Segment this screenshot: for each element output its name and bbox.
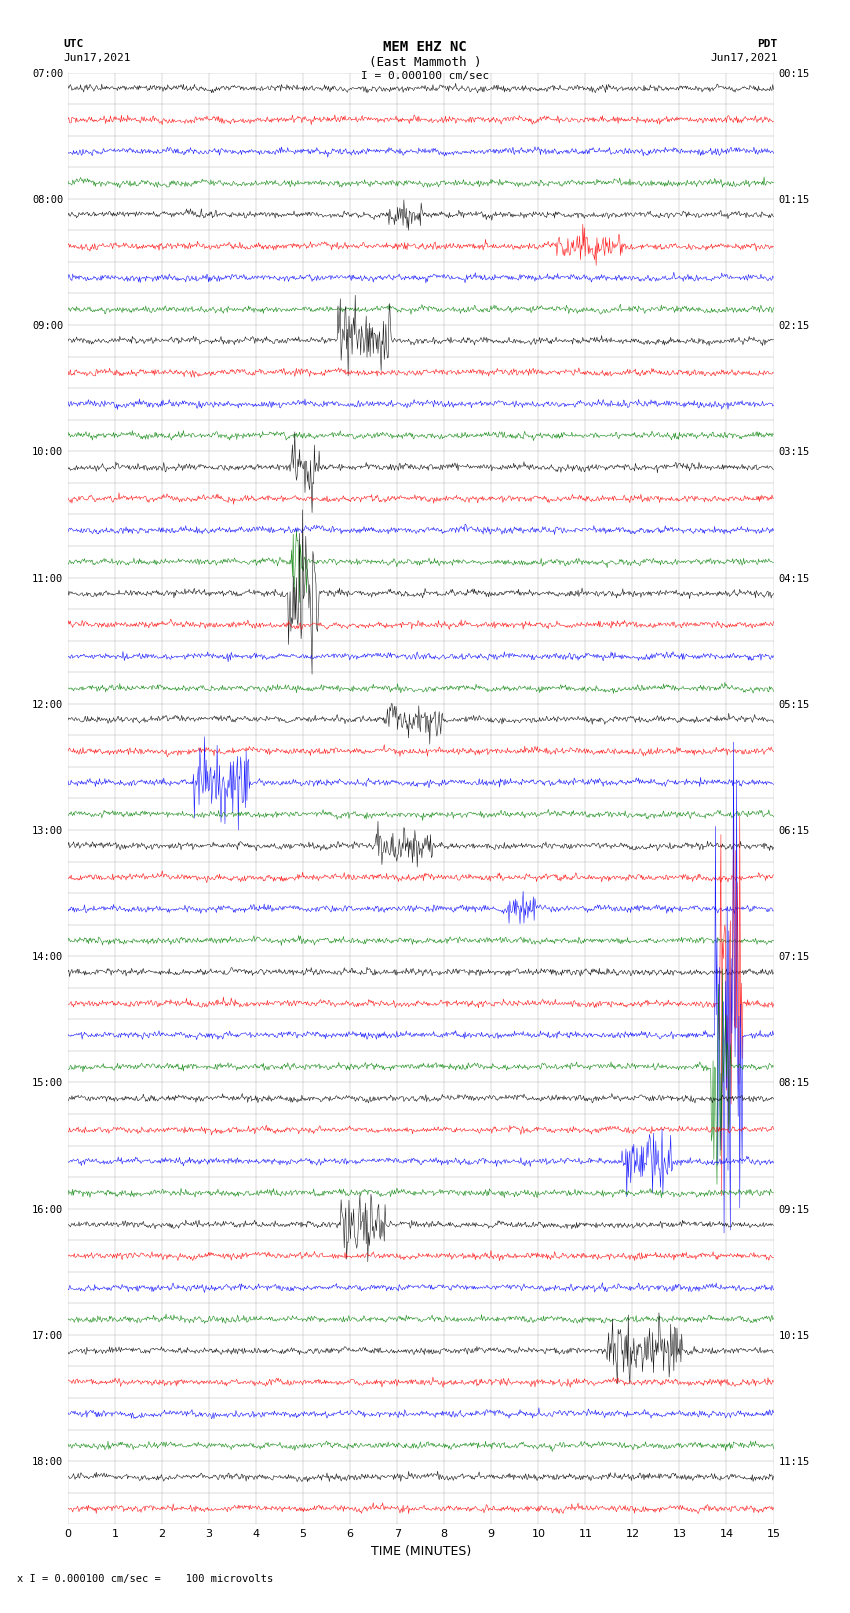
X-axis label: TIME (MINUTES): TIME (MINUTES) [371,1545,471,1558]
Text: I = 0.000100 cm/sec: I = 0.000100 cm/sec [361,71,489,81]
Text: Jun17,2021: Jun17,2021 [711,53,778,63]
Text: PDT: PDT [757,39,778,48]
Text: Jun17,2021: Jun17,2021 [64,53,131,63]
Text: (East Mammoth ): (East Mammoth ) [369,56,481,69]
Text: UTC: UTC [64,39,84,48]
Text: x I = 0.000100 cm/sec =    100 microvolts: x I = 0.000100 cm/sec = 100 microvolts [17,1574,273,1584]
Text: MEM EHZ NC: MEM EHZ NC [383,40,467,55]
